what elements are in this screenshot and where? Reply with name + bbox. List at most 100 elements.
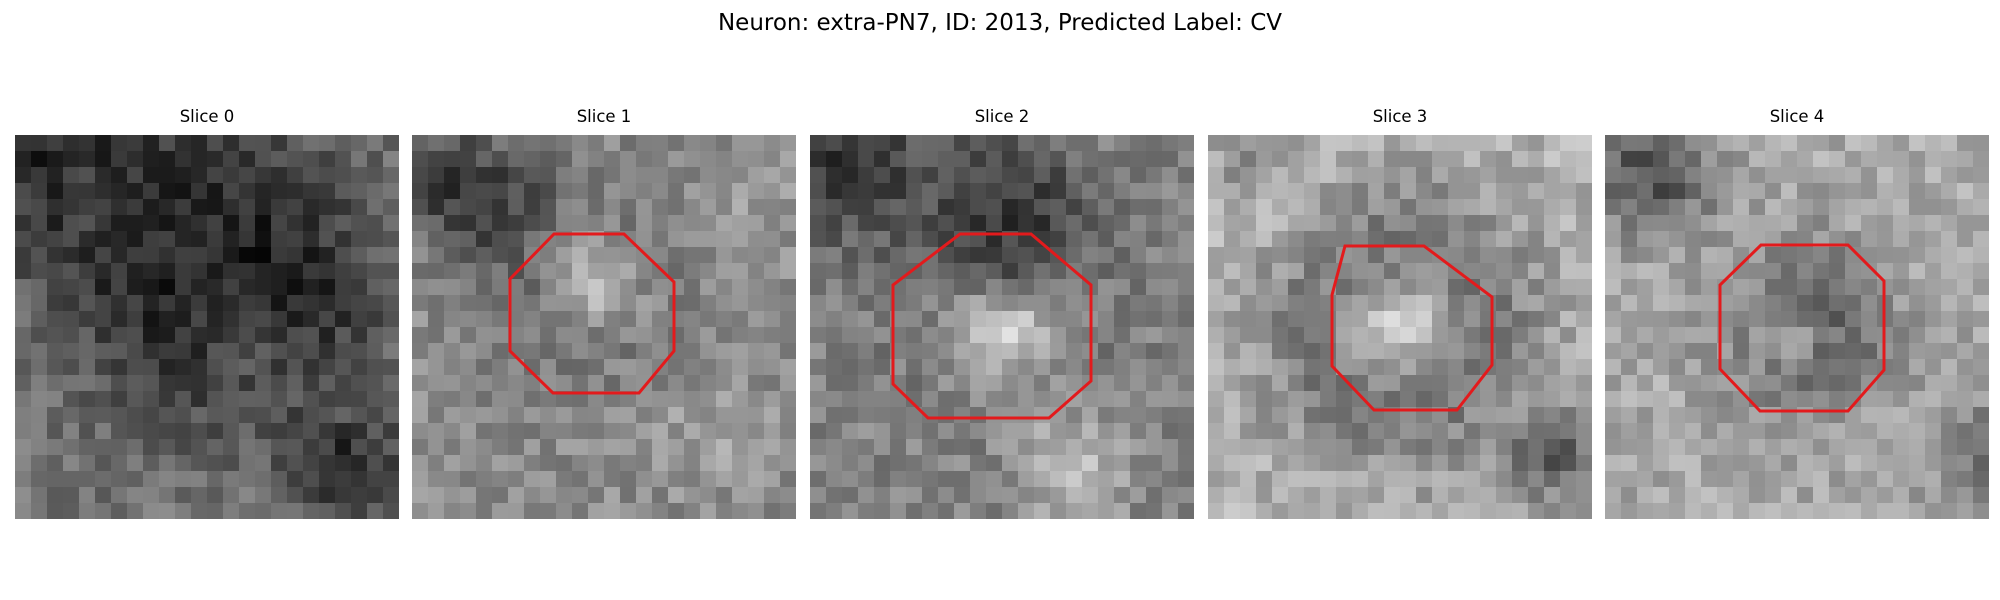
image-pixel — [239, 247, 256, 264]
image-pixel — [1304, 359, 1321, 376]
image-pixel — [1224, 503, 1241, 519]
image-pixel — [588, 455, 605, 472]
image-pixel — [303, 135, 320, 152]
image-pixel — [351, 343, 368, 360]
image-pixel — [938, 439, 955, 456]
image-pixel — [986, 247, 1003, 264]
image-pixel — [351, 231, 368, 248]
image-pixel — [1701, 375, 1718, 392]
image-pixel — [287, 503, 304, 519]
image-pixel — [1114, 487, 1131, 504]
image-pixel — [1288, 455, 1305, 472]
image-pixel — [922, 503, 939, 519]
image-pixel — [367, 167, 384, 184]
image-pixel — [1416, 215, 1433, 232]
image-pixel — [826, 407, 843, 424]
image-pixel — [1781, 263, 1798, 280]
image-pixel — [810, 487, 827, 504]
image-pixel — [1909, 407, 1926, 424]
image-pixel — [938, 327, 955, 344]
image-pixel — [732, 295, 749, 312]
image-pixel — [1765, 279, 1782, 296]
image-pixel — [1797, 199, 1814, 216]
image-pixel — [1797, 455, 1814, 472]
image-pixel — [1162, 343, 1179, 360]
image-pixel — [1208, 343, 1225, 360]
image-pixel — [732, 135, 749, 152]
image-pixel — [1178, 183, 1194, 200]
image-pixel — [1813, 247, 1830, 264]
image-pixel — [1749, 215, 1766, 232]
image-pixel — [1208, 151, 1225, 168]
image-pixel — [1336, 327, 1353, 344]
image-pixel — [1829, 215, 1846, 232]
image-pixel — [1637, 439, 1654, 456]
image-pixel — [1685, 279, 1702, 296]
image-pixel — [1336, 359, 1353, 376]
image-pixel — [842, 327, 859, 344]
image-pixel — [1130, 279, 1147, 296]
image-pixel — [1781, 439, 1798, 456]
image-pixel — [255, 151, 272, 168]
image-pixel — [351, 423, 368, 440]
image-pixel — [810, 247, 827, 264]
image-pixel — [1368, 455, 1385, 472]
image-pixel — [620, 423, 637, 440]
image-pixel — [810, 231, 827, 248]
image-pixel — [508, 295, 525, 312]
image-pixel — [127, 327, 144, 344]
image-pixel — [954, 167, 971, 184]
image-pixel — [1448, 247, 1465, 264]
image-pixel — [1034, 279, 1051, 296]
image-pixel — [303, 279, 320, 296]
image-pixel — [588, 439, 605, 456]
image-pixel — [810, 327, 827, 344]
image-pixel — [1845, 439, 1862, 456]
image-pixel — [1146, 487, 1163, 504]
image-pixel — [1829, 503, 1846, 519]
image-pixel — [938, 279, 955, 296]
image-pixel — [1162, 503, 1179, 519]
image-pixel — [604, 455, 621, 472]
image-pixel — [1114, 279, 1131, 296]
image-pixel — [1765, 135, 1782, 152]
image-pixel — [1797, 311, 1814, 328]
image-pixel — [652, 215, 669, 232]
image-pixel — [970, 247, 987, 264]
image-pixel — [1240, 455, 1257, 472]
image-pixel — [1637, 359, 1654, 376]
image-pixel — [1082, 503, 1099, 519]
image-pixel — [1320, 167, 1337, 184]
image-pixel — [1957, 247, 1974, 264]
image-pixel — [1576, 151, 1592, 168]
image-pixel — [652, 487, 669, 504]
image-pixel — [1701, 471, 1718, 488]
image-pixel — [1352, 311, 1369, 328]
image-pixel — [1368, 167, 1385, 184]
image-pixel — [1400, 471, 1417, 488]
image-pixel — [1685, 407, 1702, 424]
image-pixel — [111, 167, 128, 184]
image-pixel — [588, 183, 605, 200]
image-pixel — [1066, 183, 1083, 200]
image-pixel — [1909, 199, 1926, 216]
image-pixel — [1288, 263, 1305, 280]
image-pixel — [588, 247, 605, 264]
image-pixel — [159, 295, 176, 312]
image-pixel — [1957, 327, 1974, 344]
image-pixel — [15, 327, 32, 344]
image-pixel — [684, 199, 701, 216]
image-pixel — [1813, 439, 1830, 456]
image-pixel — [1114, 231, 1131, 248]
image-pixel — [1560, 503, 1577, 519]
image-pixel — [1605, 359, 1622, 376]
image-pixel — [1034, 247, 1051, 264]
image-pixel — [143, 359, 160, 376]
image-pixel — [780, 263, 796, 280]
image-pixel — [1050, 439, 1067, 456]
image-pixel — [1320, 327, 1337, 344]
image-pixel — [1669, 199, 1686, 216]
image-pixel — [476, 279, 493, 296]
image-pixel — [858, 471, 875, 488]
image-pixel — [540, 471, 557, 488]
